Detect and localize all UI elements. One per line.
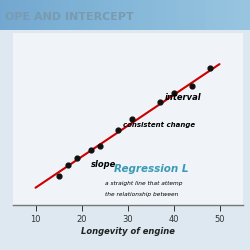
Point: [89, 148, 93, 152]
Point: [208, 66, 212, 70]
X-axis label: Longevity of engine: Longevity of engine: [80, 227, 174, 236]
Text: the relationship between: the relationship between: [104, 192, 178, 198]
Point: [190, 84, 194, 88]
Text: a straight line that attemp: a straight line that attemp: [104, 181, 182, 186]
Point: [130, 117, 134, 121]
Text: OPE AND INTERCEPT: OPE AND INTERCEPT: [5, 12, 134, 22]
Point: [66, 163, 70, 167]
Text: interval: interval: [164, 93, 201, 102]
Point: [75, 156, 79, 160]
Text: Regression L: Regression L: [114, 164, 188, 174]
Point: [158, 100, 162, 103]
Text: slope: slope: [91, 160, 116, 169]
Point: [172, 91, 175, 95]
Text: consistent change: consistent change: [123, 122, 195, 128]
Point: [116, 128, 120, 132]
Point: [56, 174, 60, 178]
Point: [98, 144, 102, 148]
